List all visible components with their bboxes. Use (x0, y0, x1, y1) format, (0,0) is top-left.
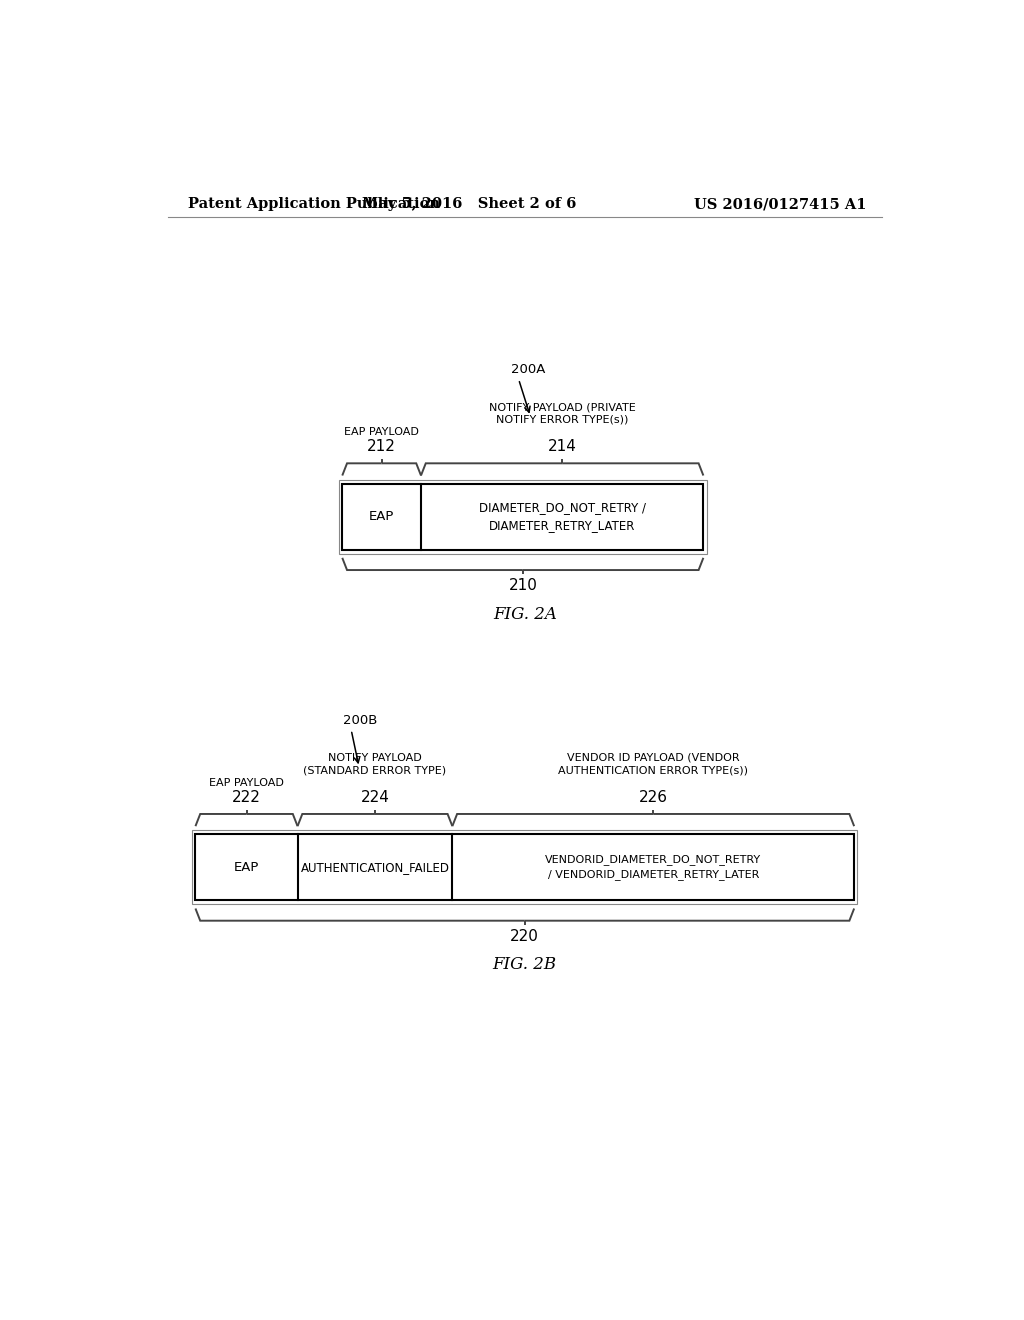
Text: 214: 214 (548, 440, 577, 454)
Text: EAP PAYLOAD: EAP PAYLOAD (209, 777, 284, 788)
Text: 220: 220 (510, 929, 540, 944)
Text: EAP: EAP (233, 861, 259, 874)
Bar (196, 834, 854, 900)
Bar (193, 830, 857, 904)
Text: EAP PAYLOAD: EAP PAYLOAD (344, 426, 419, 437)
Text: 210: 210 (508, 578, 538, 593)
Text: AUTHENTICATION_FAILED: AUTHENTICATION_FAILED (300, 861, 450, 874)
Bar (339, 479, 707, 554)
Text: May 5, 2016   Sheet 2 of 6: May 5, 2016 Sheet 2 of 6 (362, 197, 577, 211)
Text: EAP: EAP (369, 511, 394, 523)
Text: NOTIFY PAYLOAD (PRIVATE
NOTIFY ERROR TYPE(s)): NOTIFY PAYLOAD (PRIVATE NOTIFY ERROR TYP… (488, 403, 636, 425)
Text: FIG. 2A: FIG. 2A (493, 606, 557, 623)
Text: DIAMETER_DO_NOT_RETRY /
DIAMETER_RETRY_LATER: DIAMETER_DO_NOT_RETRY / DIAMETER_RETRY_L… (478, 502, 646, 532)
Text: US 2016/0127415 A1: US 2016/0127415 A1 (693, 197, 866, 211)
Text: 224: 224 (360, 789, 389, 805)
Text: 212: 212 (368, 440, 396, 454)
Text: NOTIFY PAYLOAD
(STANDARD ERROR TYPE): NOTIFY PAYLOAD (STANDARD ERROR TYPE) (303, 752, 446, 775)
Text: 222: 222 (232, 789, 261, 805)
Text: 226: 226 (639, 789, 668, 805)
Text: 200B: 200B (343, 714, 378, 726)
Bar (342, 483, 703, 549)
Text: VENDOR ID PAYLOAD (VENDOR
AUTHENTICATION ERROR TYPE(s)): VENDOR ID PAYLOAD (VENDOR AUTHENTICATION… (558, 752, 749, 775)
Text: VENDORID_DIAMETER_DO_NOT_RETRY
/ VENDORID_DIAMETER_RETRY_LATER: VENDORID_DIAMETER_DO_NOT_RETRY / VENDORI… (545, 854, 761, 880)
Text: Patent Application Publication: Patent Application Publication (187, 197, 439, 211)
Text: FIG. 2B: FIG. 2B (493, 956, 557, 973)
Text: 200A: 200A (511, 363, 545, 376)
